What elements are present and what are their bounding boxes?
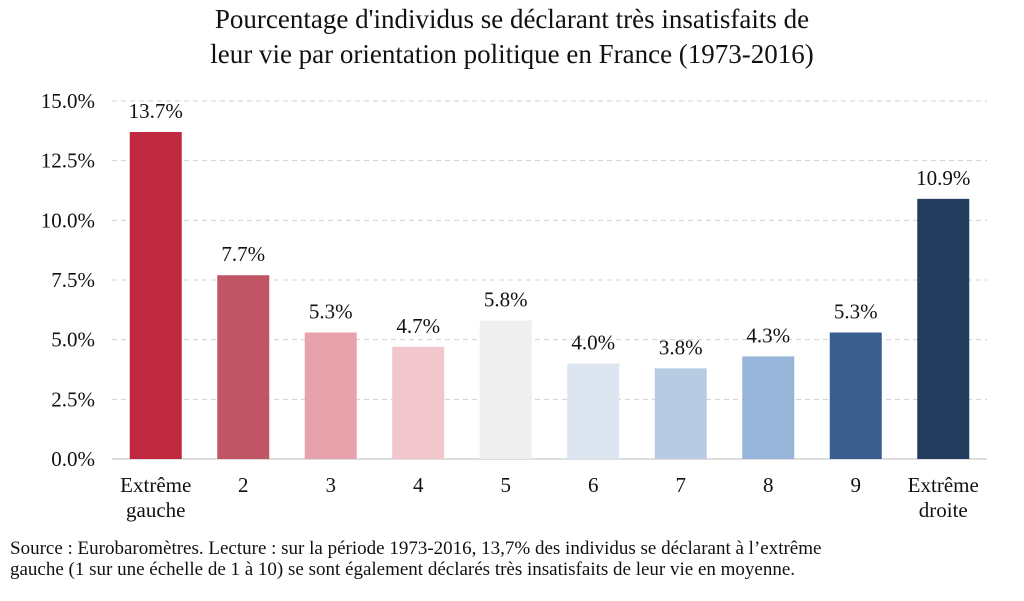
data-label: 3.8% [659, 335, 703, 359]
bar [829, 332, 882, 459]
x-category-label: 5 [501, 473, 512, 497]
bar [392, 346, 445, 459]
source-line-2: gauche (1 sur une échelle de 1 à 10) se … [10, 559, 796, 580]
data-label: 7.7% [221, 242, 265, 266]
x-category-label: 3 [326, 473, 337, 497]
x-category-label: 6 [588, 473, 599, 497]
data-label: 13.7% [129, 99, 183, 123]
chart-title-line-2: leur vie par orientation politique en Fr… [210, 39, 814, 69]
data-label: 5.3% [834, 300, 878, 324]
x-category-label: 7 [676, 473, 687, 497]
y-tick-label: 0.0% [51, 447, 95, 471]
bar [654, 368, 707, 459]
bar [129, 132, 182, 459]
x-category-label: 8 [763, 473, 774, 497]
chart-title: Pourcentage d'individus se déclarant trè… [0, 2, 1024, 72]
bar [567, 363, 620, 459]
x-axis-categories: Extrême gauche 2 3 4 5 6 7 8 9 Extrême droite [120, 473, 979, 522]
x-category-label: Extrême gauche [120, 473, 191, 522]
bar [304, 332, 357, 459]
x-category-label: 2 [238, 473, 249, 497]
source-line-1: Source : Eurobaromètres. Lecture : sur l… [10, 538, 822, 559]
y-tick-label: 7.5% [51, 268, 95, 292]
x-category-label: 9 [851, 473, 862, 497]
data-label: 4.3% [746, 323, 790, 347]
data-label: 5.8% [484, 288, 528, 312]
data-label: 4.7% [396, 314, 440, 338]
x-category-label: 4 [413, 473, 424, 497]
data-label: 4.0% [571, 331, 615, 355]
source-note: Source : Eurobaromètres. Lecture : sur l… [10, 538, 1020, 580]
bar [742, 356, 795, 459]
y-tick-label: 2.5% [51, 387, 95, 411]
chart-title-line-1: Pourcentage d'individus se déclarant trè… [214, 4, 810, 34]
y-tick-label: 15.0% [41, 89, 95, 113]
y-tick-label: 12.5% [41, 149, 95, 173]
y-tick-label: 10.0% [41, 208, 95, 232]
bars [129, 132, 970, 459]
y-tick-label: 5.0% [51, 328, 95, 352]
x-category-label: Extrême droite [908, 473, 979, 522]
data-label: 10.9% [916, 166, 970, 190]
bar [917, 198, 970, 459]
data-label: 5.3% [309, 300, 353, 324]
data-labels: 13.7% 7.7% 5.3% 4.7% 5.8% 4.0% 3.8% 4.3% 5.3% 10.… [129, 99, 971, 359]
bar [479, 320, 532, 459]
bar [217, 275, 270, 459]
y-axis-ticks: 0.0% 2.5% 5.0% 7.5% 10.0% 12.5% 15.0% [41, 89, 95, 471]
